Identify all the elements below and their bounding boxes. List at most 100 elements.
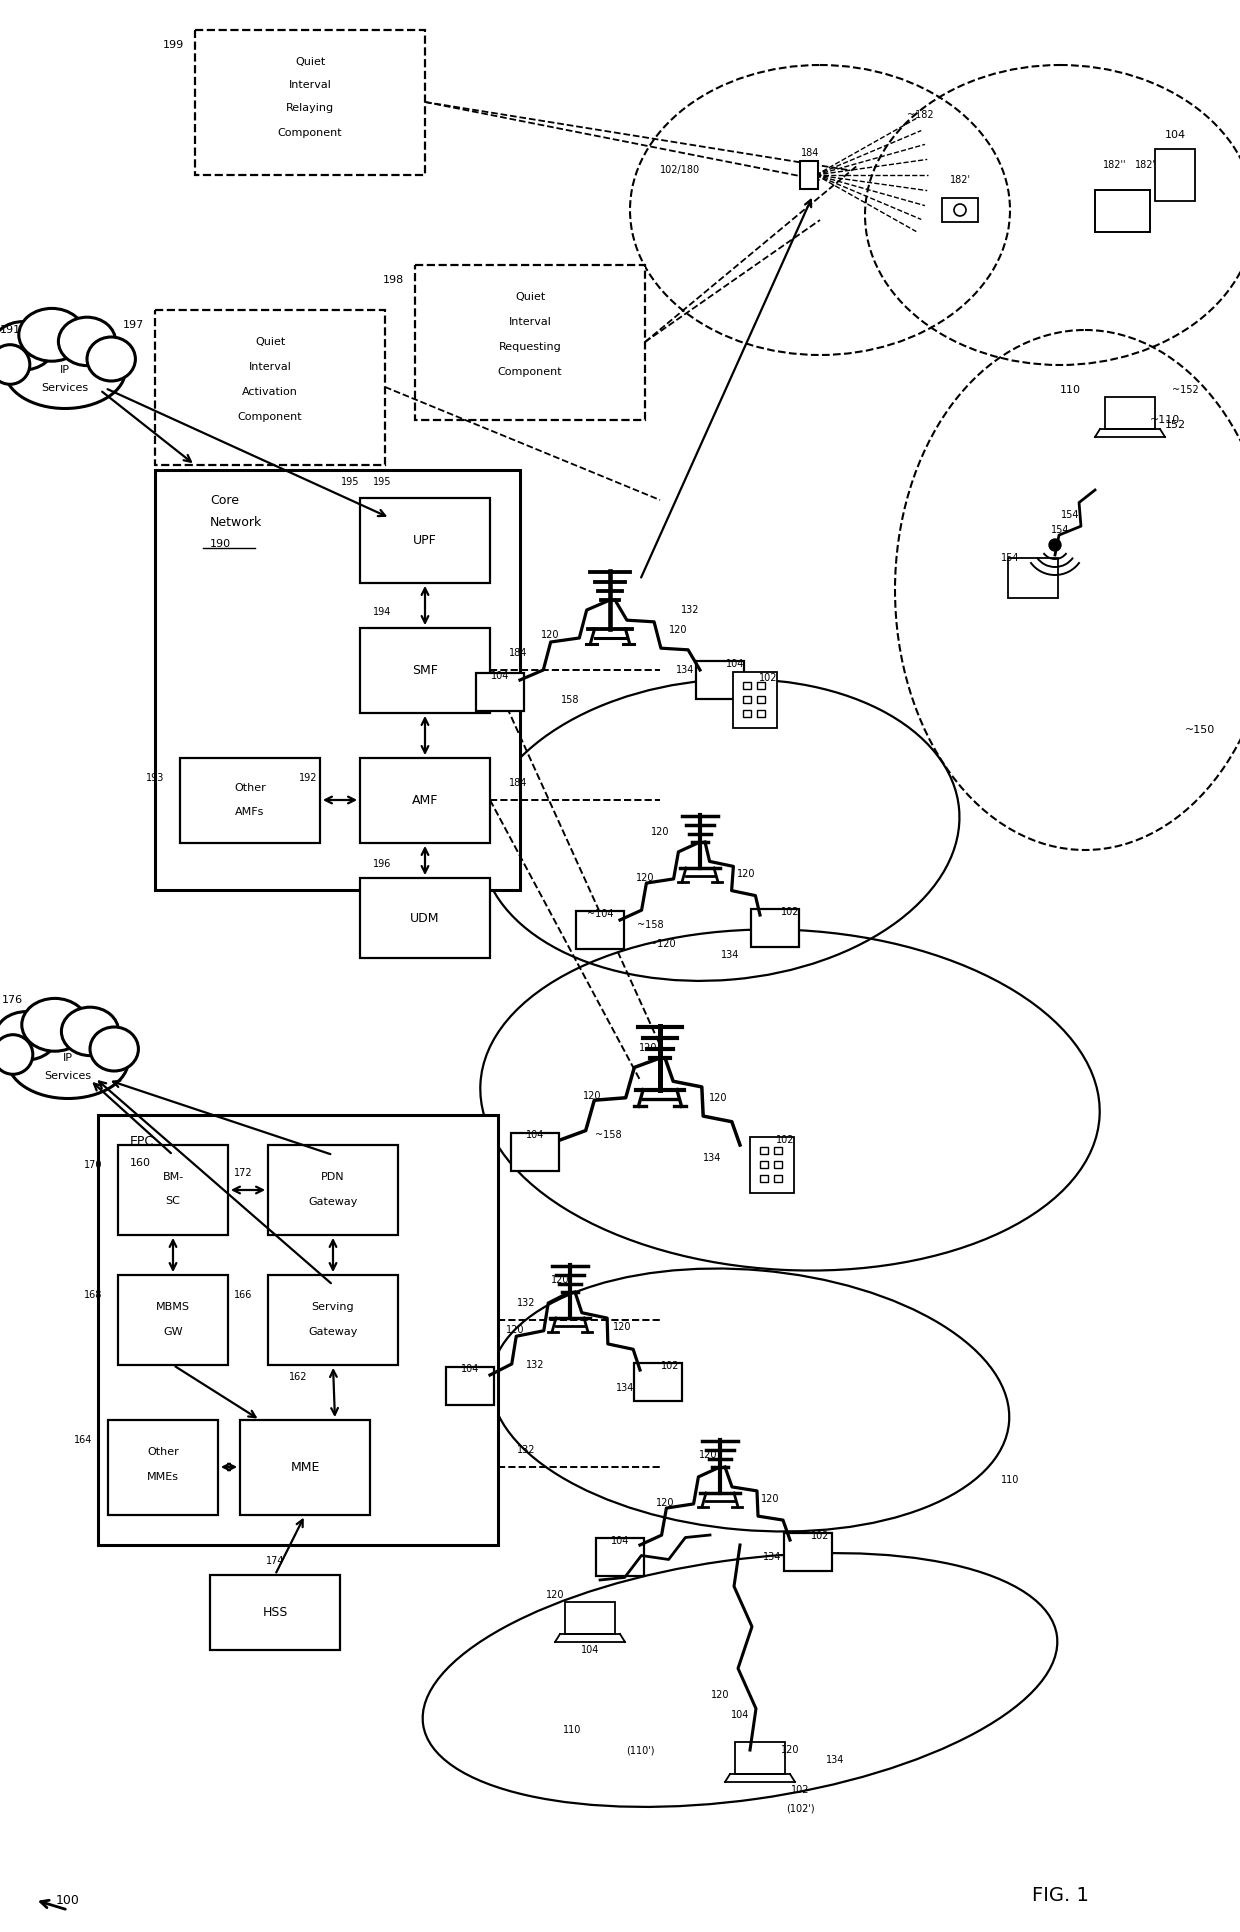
Text: MBMS: MBMS [156, 1302, 190, 1312]
Text: 190: 190 [210, 539, 231, 549]
Bar [577, 912, 624, 949]
Text: 104: 104 [725, 659, 744, 668]
Text: 192: 192 [299, 773, 317, 782]
Text: 120: 120 [636, 873, 655, 883]
Text: 132: 132 [517, 1298, 536, 1308]
Bar [155, 309, 384, 466]
Text: 170: 170 [84, 1159, 102, 1171]
Ellipse shape [19, 309, 84, 361]
Text: 120: 120 [613, 1321, 631, 1331]
Text: 120: 120 [737, 869, 755, 879]
Text: Other: Other [234, 782, 265, 792]
Text: ~104: ~104 [587, 908, 614, 920]
Text: 166: 166 [234, 1291, 252, 1300]
Bar [118, 1275, 228, 1366]
Text: 102: 102 [776, 1134, 795, 1146]
Bar [241, 1420, 370, 1515]
Bar [415, 265, 645, 419]
Bar [751, 908, 799, 947]
Text: 132: 132 [517, 1445, 536, 1455]
Ellipse shape [0, 321, 55, 371]
Text: 102: 102 [811, 1530, 830, 1542]
Circle shape [954, 205, 966, 216]
Text: 154: 154 [1001, 553, 1019, 562]
Text: 176: 176 [1, 995, 22, 1005]
Bar [756, 709, 765, 717]
Text: Network: Network [210, 516, 262, 529]
Text: 102: 102 [759, 672, 777, 684]
Bar [743, 709, 751, 717]
Text: 199: 199 [162, 41, 184, 50]
Bar [98, 1115, 498, 1546]
Text: 102: 102 [791, 1785, 810, 1795]
Text: HSS: HSS [263, 1605, 288, 1619]
Text: 102/180: 102/180 [660, 164, 701, 176]
Text: FIG. 1: FIG. 1 [1032, 1886, 1089, 1905]
Ellipse shape [0, 1036, 32, 1074]
Text: 104: 104 [1164, 129, 1185, 139]
Text: SMF: SMF [412, 663, 438, 676]
Bar [360, 877, 490, 958]
Text: 182'': 182'' [1104, 160, 1127, 170]
Text: 134: 134 [616, 1383, 634, 1393]
Bar [210, 1575, 340, 1650]
Ellipse shape [0, 344, 30, 384]
Text: 120: 120 [551, 1275, 569, 1285]
Text: 104: 104 [580, 1644, 599, 1656]
Text: 197: 197 [123, 321, 144, 330]
Text: Interval: Interval [289, 79, 331, 91]
Text: Quiet: Quiet [295, 58, 325, 68]
Ellipse shape [7, 1022, 129, 1099]
Text: 184: 184 [508, 647, 527, 659]
Bar [774, 1148, 782, 1153]
Text: Core: Core [210, 493, 239, 506]
Text: EPC: EPC [130, 1134, 154, 1148]
Bar [1095, 189, 1149, 232]
Text: 134: 134 [720, 951, 739, 960]
Text: Relaying: Relaying [286, 102, 334, 112]
Ellipse shape [62, 1007, 119, 1055]
Text: 134: 134 [826, 1754, 844, 1766]
Text: 162: 162 [289, 1372, 308, 1381]
Text: 158: 158 [560, 696, 579, 705]
Text: 104: 104 [461, 1364, 479, 1374]
Text: 198: 198 [382, 274, 404, 286]
Text: 120: 120 [639, 1043, 657, 1053]
Text: 120: 120 [699, 1451, 717, 1461]
Bar [596, 1538, 644, 1577]
Text: 102: 102 [661, 1360, 680, 1372]
Text: 196: 196 [373, 860, 391, 869]
Text: 193: 193 [146, 773, 164, 782]
Text: 195: 195 [373, 477, 392, 487]
Text: Interval: Interval [248, 361, 291, 373]
Bar [634, 1362, 682, 1401]
Text: AMFs: AMFs [236, 808, 264, 817]
Text: 168: 168 [84, 1291, 102, 1300]
Text: 100: 100 [56, 1893, 79, 1907]
Bar [784, 1532, 832, 1571]
Text: 195: 195 [341, 477, 360, 487]
Text: 104: 104 [491, 670, 510, 680]
Bar [735, 1743, 785, 1774]
Text: 132: 132 [681, 605, 699, 614]
Bar [360, 757, 490, 842]
Text: Other: Other [148, 1447, 179, 1457]
Text: IP: IP [63, 1053, 73, 1063]
Text: Gateway: Gateway [309, 1327, 357, 1337]
Text: (110'): (110') [626, 1745, 655, 1754]
Text: Quiet: Quiet [255, 336, 285, 348]
Circle shape [1049, 539, 1061, 551]
Bar [360, 628, 490, 713]
Bar [760, 1148, 768, 1153]
Bar [942, 197, 978, 222]
Bar [756, 682, 765, 690]
Text: 120: 120 [709, 1094, 727, 1103]
Bar [800, 160, 818, 189]
Text: 120: 120 [546, 1590, 564, 1600]
Text: SC: SC [166, 1196, 181, 1206]
Text: 102: 102 [781, 906, 800, 918]
Text: 104: 104 [611, 1536, 629, 1546]
Bar [108, 1420, 218, 1515]
Text: UDM: UDM [410, 912, 440, 925]
Text: Component: Component [497, 367, 562, 377]
